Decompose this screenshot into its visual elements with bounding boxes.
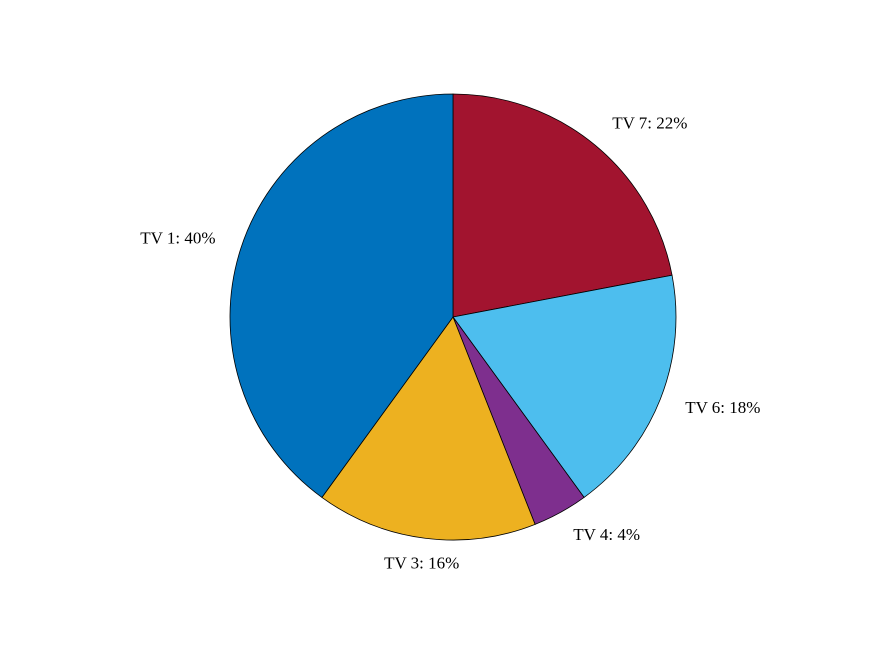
pie-slice-label: TV 4: 4% xyxy=(573,525,640,544)
pie-slices xyxy=(229,93,677,541)
pie-labels: TV 7: 22% TV 6: 18% TV 4: 4% TV 3: 16% TV 1:… xyxy=(140,114,760,573)
pie-slice-label: TV 6: 18% xyxy=(685,398,760,417)
pie-slice xyxy=(452,274,677,498)
pie-slice xyxy=(321,316,536,541)
pie-slice xyxy=(452,93,673,318)
pie-slice xyxy=(229,93,454,498)
pie-slice-label: TV 7: 22% xyxy=(612,114,687,133)
pie-slice-label: TV 1: 40% xyxy=(140,229,215,248)
pie-slice-label: TV 3: 16% xyxy=(384,554,459,573)
